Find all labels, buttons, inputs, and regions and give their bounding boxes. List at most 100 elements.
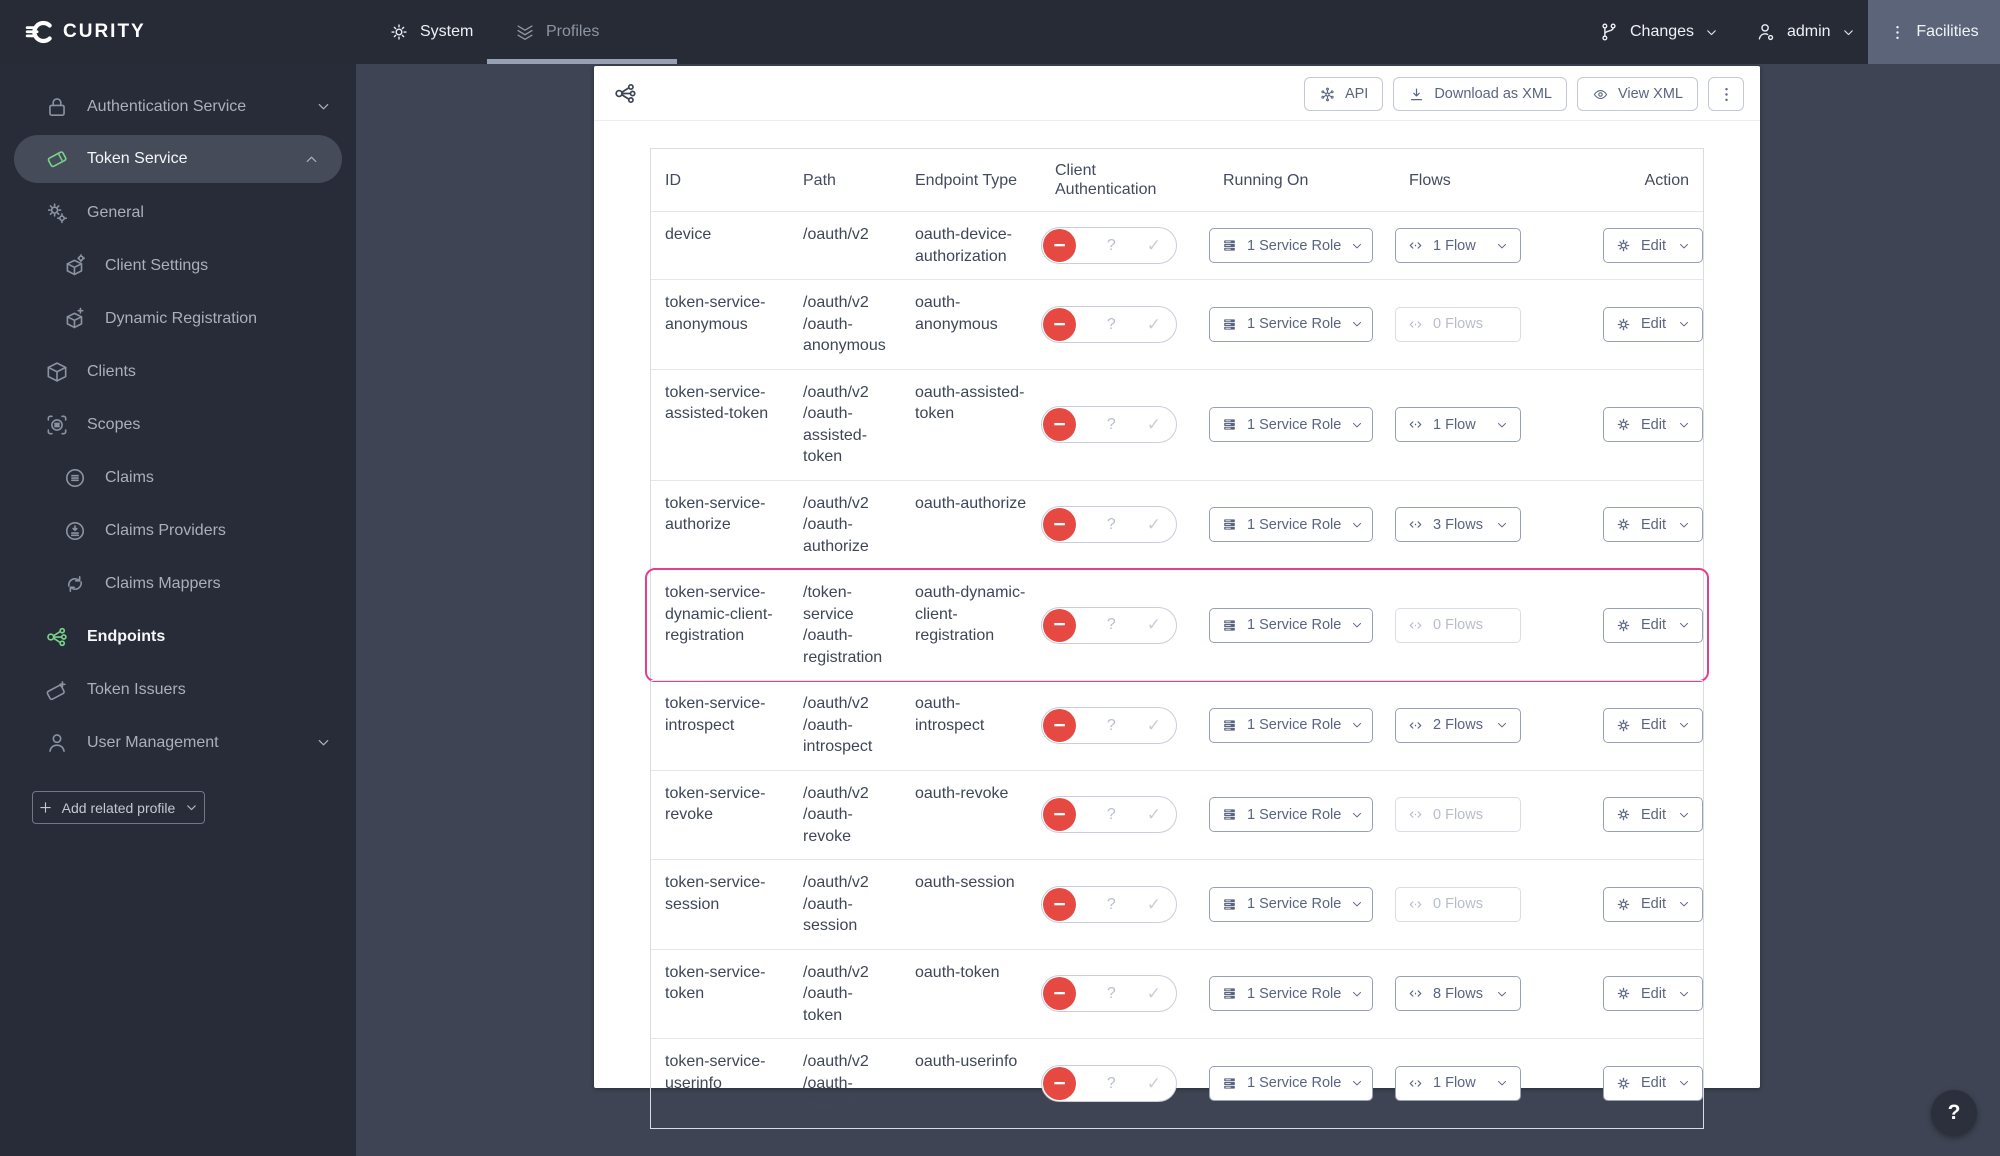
client-auth-allowed-option[interactable]: ✓	[1146, 805, 1161, 824]
column-header-type: Endpoint Type	[915, 171, 1018, 189]
more-options-button[interactable]	[1708, 77, 1744, 111]
edit-button[interactable]: Edit	[1603, 707, 1703, 743]
running-on-dropdown[interactable]: 1 Service Role	[1209, 976, 1373, 1012]
client-auth-unset-option[interactable]: ?	[1106, 1074, 1116, 1092]
edit-button[interactable]: Edit	[1603, 306, 1703, 342]
client-auth-unset-option[interactable]: ?	[1106, 516, 1116, 533]
client-auth-disallowed-option[interactable]: −	[1043, 508, 1076, 542]
client-auth-unset-option[interactable]: ?	[1106, 716, 1116, 734]
client-auth-disallowed-option[interactable]: −	[1043, 887, 1076, 921]
client-auth-toggle[interactable]: − ? ✓	[1041, 1064, 1177, 1102]
client-auth-allowed-option[interactable]: ✓	[1146, 515, 1161, 534]
client-auth-disallowed-option[interactable]: −	[1043, 307, 1076, 341]
client-auth-toggle[interactable]: − ? ✓	[1041, 885, 1177, 923]
add-related-profile-label: Add related profile	[61, 799, 176, 816]
download-xml-button[interactable]: Download as XML	[1393, 77, 1567, 111]
client-auth-toggle[interactable]: − ? ✓	[1041, 796, 1177, 834]
cell-endpoint-path: ​/oauth​/v2​/oauth-session	[803, 874, 869, 934]
sidebar-item-claims-mappers[interactable]: Claims Mappers	[0, 557, 356, 610]
client-auth-toggle[interactable]: − ? ✓	[1041, 227, 1177, 264]
client-auth-allowed-option[interactable]: ✓	[1146, 715, 1161, 735]
client-auth-toggle[interactable]: − ? ✓	[1041, 406, 1177, 443]
sidebar-item-authentication-service[interactable]: Authentication Service	[0, 80, 356, 133]
running-on-dropdown[interactable]: 1 Service Role	[1209, 707, 1373, 743]
client-auth-toggle[interactable]: − ? ✓	[1041, 706, 1177, 744]
client-auth-allowed-option[interactable]: ✓	[1146, 894, 1161, 914]
client-auth-disallowed-option[interactable]: −	[1043, 408, 1076, 441]
flows-dropdown[interactable]: 1 Flow	[1395, 407, 1521, 442]
sidebar-item-token-service[interactable]: Token Service	[14, 135, 342, 183]
edit-button[interactable]: Edit	[1603, 507, 1703, 543]
sidebar-item-token-issuers[interactable]: Token Issuers	[0, 663, 356, 716]
client-auth-allowed-option[interactable]: ✓	[1146, 984, 1161, 1003]
sidebar-item-dynamic-registration[interactable]: Dynamic Registration	[0, 292, 356, 345]
client-auth-allowed-option[interactable]: ✓	[1146, 615, 1161, 635]
client-auth-disallowed-option[interactable]: −	[1043, 977, 1076, 1011]
view-xml-button[interactable]: View XML	[1576, 77, 1698, 111]
client-auth-unset-option[interactable]: ?	[1106, 616, 1116, 634]
client-auth-disallowed-option[interactable]: −	[1043, 708, 1076, 742]
edit-button[interactable]: Edit	[1603, 976, 1703, 1012]
client-auth-toggle[interactable]: − ? ✓	[1041, 305, 1177, 343]
edit-button[interactable]: Edit	[1603, 228, 1703, 263]
client-auth-unset-option[interactable]: ?	[1106, 985, 1116, 1002]
running-on-dropdown[interactable]: 1 Service Role	[1209, 886, 1373, 922]
edit-button[interactable]: Edit	[1603, 1065, 1703, 1101]
client-auth-toggle[interactable]: − ? ✓	[1041, 975, 1177, 1013]
client-auth-disallowed-option[interactable]: −	[1043, 798, 1076, 832]
running-on-dropdown[interactable]: 1 Service Role	[1209, 306, 1373, 342]
client-auth-toggle[interactable]: − ? ✓	[1041, 506, 1177, 544]
running-on-value: 1 Service Role	[1247, 985, 1342, 1002]
edit-button[interactable]: Edit	[1603, 407, 1703, 442]
nav-system[interactable]: System	[388, 0, 473, 64]
brand: CURITY	[24, 0, 146, 64]
edit-button[interactable]: Edit	[1603, 607, 1703, 643]
client-auth-allowed-option[interactable]: ✓	[1146, 414, 1161, 434]
client-auth-unset-option[interactable]: ?	[1106, 415, 1116, 433]
changes-menu[interactable]: Changes	[1598, 0, 1719, 64]
user-menu[interactable]: admin	[1755, 0, 1856, 64]
flows-dropdown[interactable]: 3 Flows	[1395, 507, 1521, 543]
facilities-button[interactable]: Facilities	[1868, 0, 2000, 64]
running-on-dropdown[interactable]: 1 Service Role	[1209, 228, 1373, 263]
sidebar-item-client-settings[interactable]: Client Settings	[0, 239, 356, 292]
chevron-down-icon	[1841, 25, 1856, 40]
client-auth-unset-option[interactable]: ?	[1106, 895, 1116, 913]
client-auth-allowed-option[interactable]: ✓	[1146, 1073, 1161, 1093]
api-button[interactable]: API	[1303, 77, 1384, 111]
client-auth-toggle[interactable]: − ? ✓	[1041, 606, 1177, 644]
flows-dropdown[interactable]: 2 Flows	[1395, 707, 1521, 743]
sidebar-item-claims[interactable]: Claims	[0, 451, 356, 504]
flows-dropdown[interactable]: 1 Flow	[1395, 1065, 1521, 1101]
sidebar-item-endpoints[interactable]: Endpoints	[0, 610, 356, 663]
client-auth-disallowed-option[interactable]: −	[1043, 608, 1076, 642]
flows-dropdown[interactable]: 1 Flow	[1395, 228, 1521, 263]
running-on-dropdown[interactable]: 1 Service Role	[1209, 607, 1373, 643]
gear-icon	[1615, 516, 1632, 533]
client-auth-unset-option[interactable]: ?	[1106, 806, 1116, 823]
add-related-profile-button[interactable]: Add related profile	[32, 791, 205, 824]
running-on-dropdown[interactable]: 1 Service Role	[1209, 1065, 1373, 1101]
chevron-down-icon	[1677, 1076, 1691, 1090]
sidebar-item-general[interactable]: General	[0, 186, 356, 239]
client-auth-disallowed-option[interactable]: −	[1043, 1066, 1076, 1100]
client-auth-allowed-option[interactable]: ✓	[1146, 314, 1161, 334]
gear-icon	[1615, 717, 1632, 734]
edit-button[interactable]: Edit	[1603, 886, 1703, 922]
running-on-dropdown[interactable]: 1 Service Role	[1209, 507, 1373, 543]
sidebar-item-scopes[interactable]: Scopes	[0, 398, 356, 451]
running-on-dropdown[interactable]: 1 Service Role	[1209, 407, 1373, 442]
edit-button[interactable]: Edit	[1603, 797, 1703, 833]
flows-dropdown[interactable]: 8 Flows	[1395, 976, 1521, 1012]
client-auth-unset-option[interactable]: ?	[1106, 236, 1116, 254]
sidebar-item-clients[interactable]: Clients	[0, 345, 356, 398]
profiles-active-underline	[487, 59, 677, 64]
client-auth-disallowed-option[interactable]: −	[1043, 229, 1076, 262]
running-on-dropdown[interactable]: 1 Service Role	[1209, 797, 1373, 833]
client-auth-allowed-option[interactable]: ✓	[1146, 235, 1161, 255]
sidebar-item-user-management[interactable]: User Management	[0, 716, 356, 769]
sidebar-item-claims-providers[interactable]: Claims Providers	[0, 504, 356, 557]
client-auth-unset-option[interactable]: ?	[1106, 315, 1116, 333]
help-button[interactable]: ?	[1931, 1090, 1977, 1136]
nav-profiles[interactable]: Profiles	[514, 0, 599, 64]
